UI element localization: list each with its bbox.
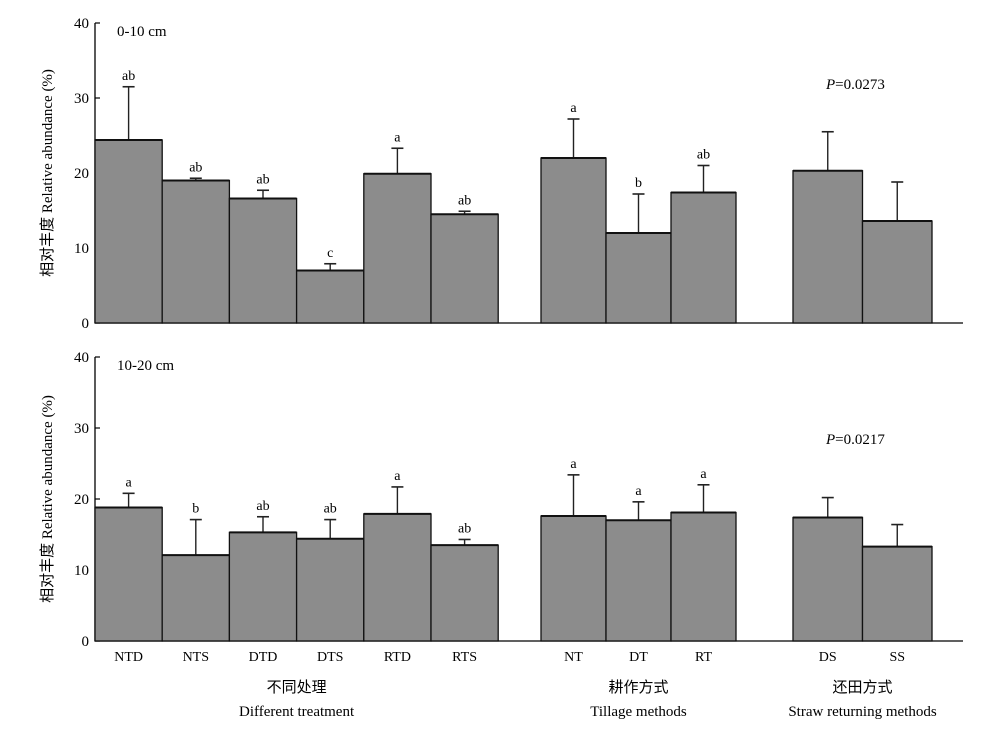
p-symbol: P	[825, 432, 835, 448]
group-label-en: Different treatment	[239, 704, 355, 720]
bar	[363, 513, 432, 642]
bar	[792, 516, 864, 642]
bar	[430, 213, 499, 324]
bar	[94, 506, 163, 642]
bar	[670, 511, 737, 642]
group-label-en: Tillage methods	[590, 704, 687, 720]
significance-letter: a	[700, 467, 707, 482]
y-tick-label: 40	[74, 350, 89, 366]
y-tick-label: 0	[82, 634, 90, 650]
x-tick-label: DTS	[317, 650, 343, 665]
p-value-text: P=0.0273	[825, 77, 885, 93]
y-tick-label: 20	[74, 492, 89, 508]
significance-letter: a	[635, 484, 642, 499]
significance-letter: b	[192, 502, 199, 517]
bar	[295, 269, 365, 324]
y-tick-label: 10	[74, 563, 89, 579]
significance-letter: ab	[189, 160, 202, 175]
group-label-cn: 不同处理	[267, 679, 327, 696]
x-tick-label: DTD	[249, 650, 278, 665]
bar	[161, 554, 231, 642]
x-tick-label: RTD	[384, 650, 411, 665]
y-axis-label: 相对丰度 Relative abundance (%)	[39, 69, 56, 277]
group-label-cn: 还田方式	[832, 679, 892, 696]
bar	[540, 157, 607, 324]
bar	[605, 519, 672, 642]
p-value: =0.0217	[835, 432, 885, 448]
significance-letter: ab	[256, 499, 269, 514]
x-tick-label: RTS	[452, 650, 477, 665]
significance-letter: ab	[458, 193, 471, 208]
y-tick-label: 0	[82, 316, 90, 332]
x-tick-label: NTD	[114, 650, 143, 665]
bar	[540, 515, 607, 642]
x-tick-label: SS	[889, 650, 905, 665]
y-tick-label: 30	[74, 421, 89, 437]
significance-letter: ab	[458, 521, 471, 536]
y-tick-label: 40	[74, 16, 89, 32]
significance-letter: a	[570, 457, 577, 472]
bar	[161, 179, 231, 324]
significance-letter: a	[570, 101, 577, 116]
bar	[792, 170, 864, 324]
significance-letter: ab	[256, 172, 269, 187]
bar	[605, 232, 672, 324]
bar	[228, 197, 298, 324]
significance-letter: a	[394, 130, 401, 145]
bar	[670, 191, 737, 324]
group-label-cn: 耕作方式	[608, 678, 668, 696]
p-symbol: P	[825, 77, 835, 93]
panel-depth-label: 0-10 cm	[117, 24, 167, 40]
group-label-en: Straw returning methods	[788, 704, 936, 720]
x-tick-label: NT	[564, 650, 583, 665]
x-tick-label: DS	[819, 650, 837, 665]
significance-letter: a	[394, 469, 401, 484]
significance-letter: ab	[324, 502, 337, 517]
y-tick-label: 20	[74, 166, 89, 182]
bar	[228, 531, 298, 642]
bar	[430, 544, 499, 642]
x-tick-label: DT	[629, 650, 648, 665]
significance-letter: b	[635, 176, 642, 191]
panel-depth-label: 10-20 cm	[117, 358, 174, 374]
bar	[295, 538, 365, 642]
y-axis-label: 相对丰度 Relative abundance (%)	[39, 395, 56, 603]
significance-letter: ab	[122, 69, 135, 84]
bar	[94, 139, 163, 324]
significance-letter: ab	[697, 148, 710, 163]
bar	[861, 545, 933, 642]
significance-letter: a	[125, 475, 132, 490]
p-value: =0.0273	[835, 77, 885, 93]
bar	[861, 220, 933, 324]
significance-letter: c	[327, 246, 333, 261]
x-tick-label: NTS	[183, 650, 209, 665]
y-tick-label: 10	[74, 241, 89, 257]
y-tick-label: 30	[74, 91, 89, 107]
x-tick-label: RT	[695, 650, 712, 665]
p-value-text: P=0.0217	[825, 432, 885, 448]
bar	[363, 173, 432, 324]
